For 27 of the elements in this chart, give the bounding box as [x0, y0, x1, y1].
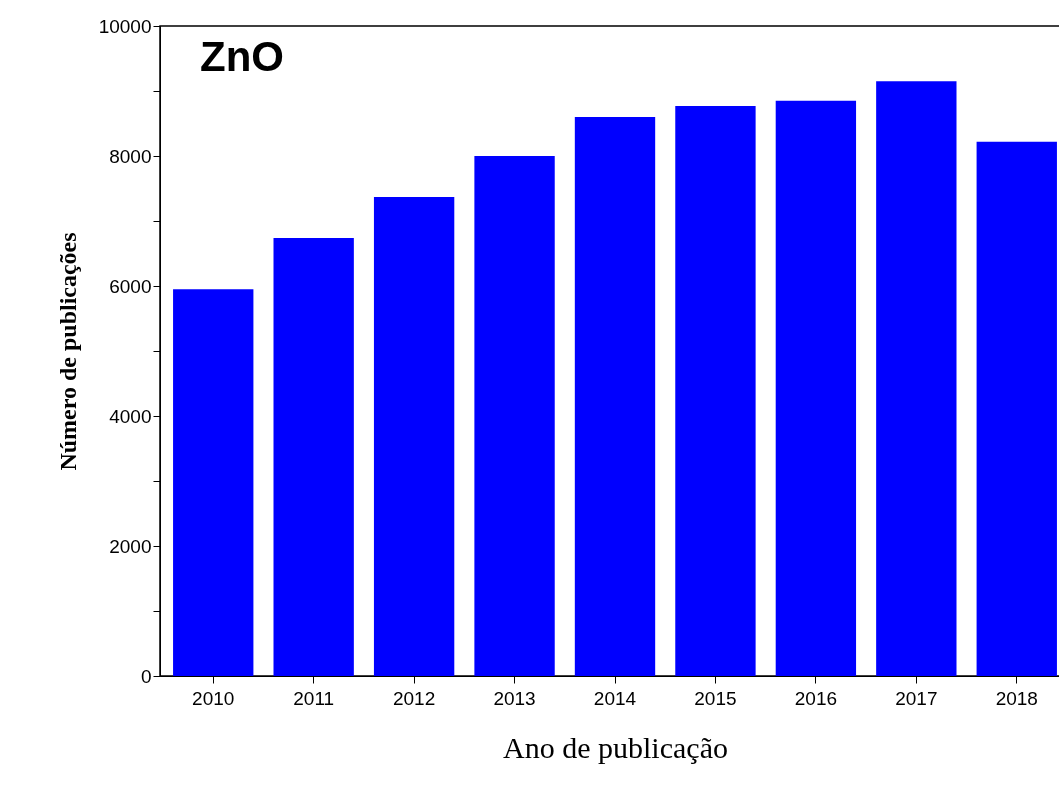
x-tick-label: 2014 — [593, 687, 637, 709]
bar — [876, 81, 957, 676]
x-tick-label: 2013 — [493, 687, 536, 709]
y-tick-label: 2000 — [109, 535, 152, 557]
x-tick-label: 2012 — [392, 687, 436, 709]
x-axis-title: Ano de publicação — [503, 730, 728, 764]
x-tick-label: 2017 — [895, 687, 938, 709]
annotation: ZnO — [200, 33, 284, 80]
y-tick-label: 8000 — [109, 145, 152, 167]
bar — [574, 117, 656, 676]
x-tick-label: 2010 — [192, 687, 235, 709]
y-tick-label: 6000 — [109, 275, 152, 297]
y-tick-label: 0 — [140, 665, 152, 687]
x-tick-label: 2016 — [794, 687, 838, 709]
bar — [675, 105, 756, 676]
bar — [976, 141, 1057, 676]
bar — [273, 237, 354, 676]
x-tick-label: 2018 — [995, 687, 1038, 709]
x-tick-label: 2011 — [293, 687, 335, 709]
bar — [373, 196, 455, 676]
bar — [173, 289, 254, 676]
bar — [775, 100, 857, 676]
y-axis-title: Número de publicações — [54, 232, 81, 471]
y-tick-label: 4000 — [109, 405, 152, 427]
x-tick-label: 2015 — [694, 687, 737, 709]
y-tick-label: 10000 — [98, 15, 152, 37]
bar — [474, 156, 555, 676]
